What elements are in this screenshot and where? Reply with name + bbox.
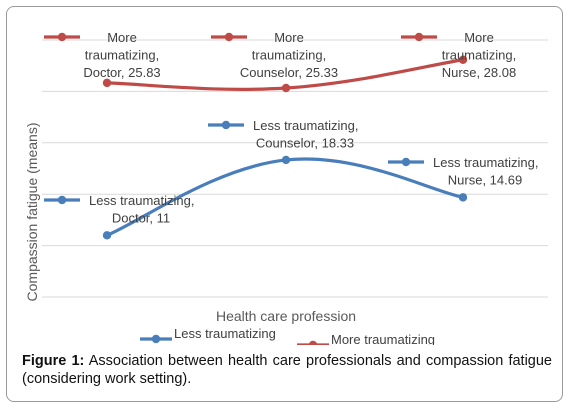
- data-label: Nurse, 14.69: [448, 173, 522, 188]
- legend-entry: More traumatizing: [331, 332, 435, 345]
- data-label: traumatizing,: [442, 48, 516, 63]
- data-label: Nurse, 28.08: [442, 65, 516, 80]
- data-point-more-traumatizing: [458, 55, 468, 64]
- label-key-marker: [57, 32, 67, 42]
- data-label: traumatizing,: [252, 48, 326, 63]
- data-label: Doctor, 25.83: [83, 65, 160, 80]
- data-label: More: [464, 30, 494, 45]
- data-point-less-traumatizing: [458, 193, 468, 202]
- data-point-more-traumatizing: [102, 78, 112, 88]
- figure-caption: Figure 1: Association between health car…: [22, 352, 552, 388]
- label-key-marker: [414, 32, 424, 42]
- data-label: traumatizing,: [85, 48, 159, 63]
- data-point-more-traumatizing: [281, 83, 291, 93]
- label-key-marker: [401, 157, 411, 167]
- data-label: Counselor, 25.33: [240, 65, 338, 80]
- caption-text: Association between health care professi…: [22, 353, 553, 387]
- data-label: More: [107, 30, 137, 45]
- legend-key-marker: [151, 334, 161, 344]
- data-label: Less traumatizing,: [433, 155, 539, 170]
- data-label: More: [274, 30, 304, 45]
- label-key-marker: [224, 32, 234, 42]
- legend-key-marker: [308, 340, 318, 345]
- y-axis-title: Compassion fatigue (means): [24, 123, 40, 302]
- caption-label: Figure 1:: [22, 353, 85, 369]
- legend-entry: Less traumatizing: [174, 326, 276, 341]
- data-label: Less traumatizing,: [89, 193, 195, 208]
- label-key-marker: [221, 120, 231, 130]
- x-axis-title: Health care profession: [216, 308, 356, 324]
- data-label: Less traumatizing,: [253, 118, 359, 133]
- data-label: Doctor, 11: [112, 211, 170, 226]
- data-label: Counselor, 18.33: [256, 136, 354, 151]
- figure-frame: [6, 6, 563, 402]
- data-point-less-traumatizing: [102, 231, 112, 240]
- data-point-less-traumatizing: [281, 155, 291, 165]
- label-key-marker: [57, 195, 67, 205]
- line-chart: Compassion fatigue (means) Health care pr…: [24, 30, 548, 345]
